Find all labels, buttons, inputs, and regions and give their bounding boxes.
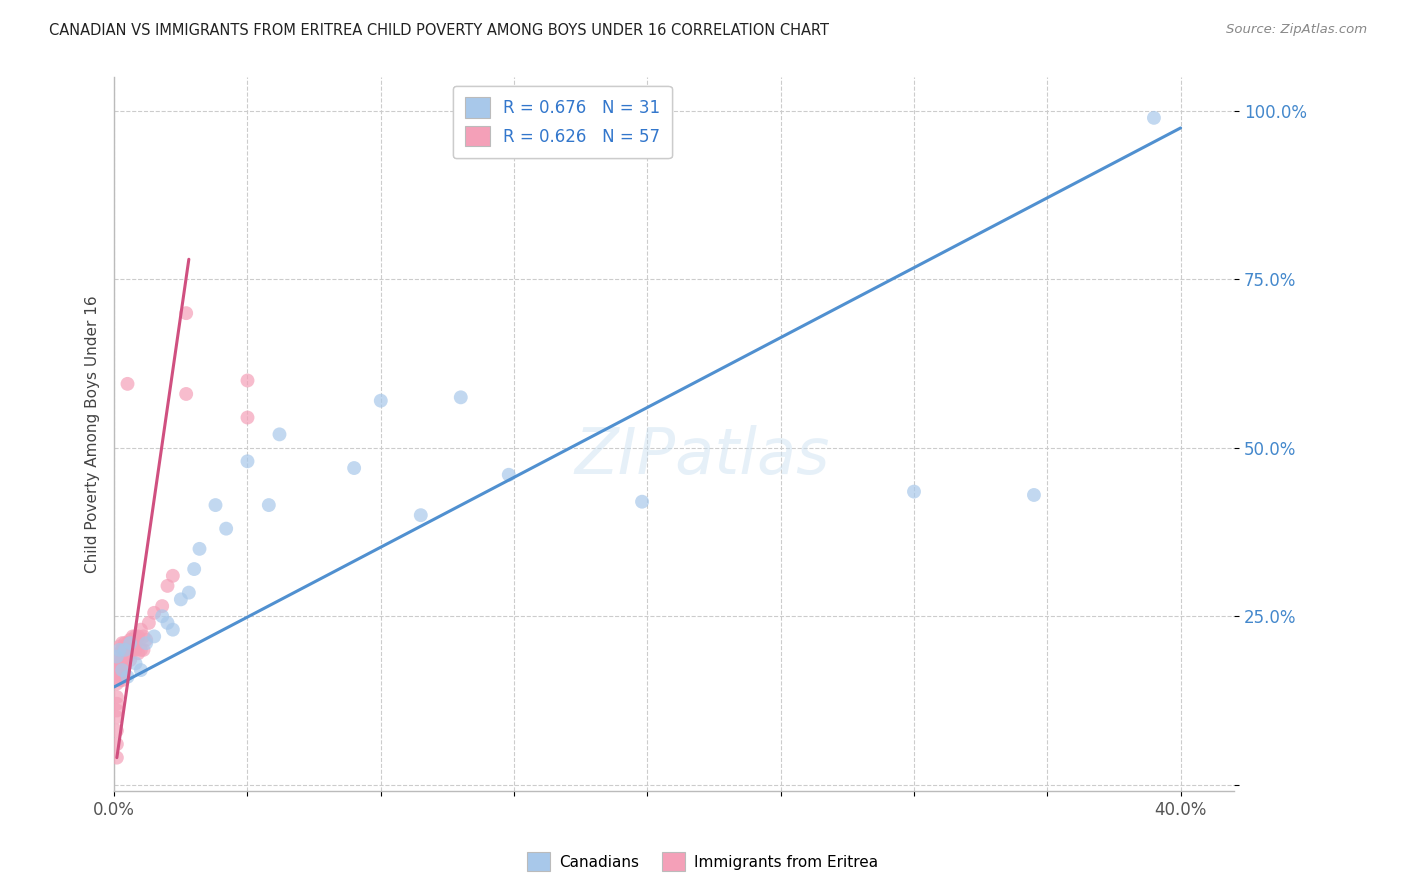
Point <box>127 629 149 643</box>
Point <box>117 643 139 657</box>
Point <box>236 410 259 425</box>
Text: ZIPatlas: ZIPatlas <box>575 425 830 487</box>
Point <box>150 609 173 624</box>
Point <box>124 636 146 650</box>
Point <box>343 461 366 475</box>
Point <box>127 646 149 660</box>
Point <box>111 673 134 688</box>
Point <box>188 541 211 556</box>
Point <box>204 498 226 512</box>
Point <box>257 498 280 512</box>
Point <box>108 653 131 667</box>
Point <box>114 649 136 664</box>
Point <box>105 663 128 677</box>
Legend: R = 0.676   N = 31, R = 0.626   N = 57: R = 0.676 N = 31, R = 0.626 N = 57 <box>453 86 672 158</box>
Point <box>120 643 142 657</box>
Text: CANADIAN VS IMMIGRANTS FROM ERITREA CHILD POVERTY AMONG BOYS UNDER 16 CORRELATIO: CANADIAN VS IMMIGRANTS FROM ERITREA CHIL… <box>49 23 830 38</box>
Point <box>111 666 134 681</box>
Point <box>108 659 131 673</box>
Point <box>105 676 128 690</box>
Point <box>156 579 179 593</box>
Point <box>236 374 259 388</box>
Point <box>124 629 146 643</box>
Point <box>117 649 139 664</box>
Point <box>108 643 131 657</box>
Point <box>117 670 139 684</box>
Point <box>269 427 291 442</box>
Point <box>111 643 134 657</box>
Point <box>1143 111 1166 125</box>
Point <box>108 640 131 654</box>
Point <box>111 636 134 650</box>
Point <box>162 569 184 583</box>
Point <box>129 623 152 637</box>
Point <box>120 632 142 647</box>
Point <box>450 390 472 404</box>
Point <box>138 615 160 630</box>
Point <box>370 393 392 408</box>
Point <box>170 592 193 607</box>
Point <box>150 599 173 613</box>
Point <box>132 629 155 643</box>
Point <box>121 629 143 643</box>
Point <box>156 615 179 630</box>
Point <box>124 643 146 657</box>
Point <box>903 484 925 499</box>
Point <box>111 659 134 673</box>
Legend: Canadians, Immigrants from Eritrea: Canadians, Immigrants from Eritrea <box>522 847 884 877</box>
Point <box>105 723 128 738</box>
Point <box>631 494 654 508</box>
Point <box>121 636 143 650</box>
Point <box>105 704 128 718</box>
Point <box>105 657 128 671</box>
Point <box>111 663 134 677</box>
Point <box>114 636 136 650</box>
Point <box>108 673 131 688</box>
Point <box>135 632 157 647</box>
Point <box>121 643 143 657</box>
Point <box>183 562 205 576</box>
Point <box>114 643 136 657</box>
Text: Source: ZipAtlas.com: Source: ZipAtlas.com <box>1226 23 1367 37</box>
Point <box>105 710 128 724</box>
Point <box>129 663 152 677</box>
Point <box>409 508 432 523</box>
Point <box>132 643 155 657</box>
Point <box>143 629 166 643</box>
Point <box>105 750 128 764</box>
Point <box>498 467 520 482</box>
Point <box>120 636 142 650</box>
Point <box>111 653 134 667</box>
Point <box>105 690 128 704</box>
Point <box>174 306 197 320</box>
Point <box>177 585 200 599</box>
Point <box>124 657 146 671</box>
Point <box>174 387 197 401</box>
Point <box>1022 488 1045 502</box>
Point <box>117 636 139 650</box>
Point <box>120 640 142 654</box>
Point <box>215 522 238 536</box>
Point <box>105 697 128 711</box>
Point <box>117 376 139 391</box>
Point <box>108 666 131 681</box>
Point <box>129 643 152 657</box>
Point <box>120 653 142 667</box>
Point <box>143 606 166 620</box>
Point <box>105 666 128 681</box>
Point <box>114 643 136 657</box>
Point <box>236 454 259 468</box>
Y-axis label: Child Poverty Among Boys Under 16: Child Poverty Among Boys Under 16 <box>86 295 100 574</box>
Point <box>105 737 128 751</box>
Point <box>108 646 131 660</box>
Point <box>114 659 136 673</box>
Point <box>135 636 157 650</box>
Point <box>162 623 184 637</box>
Point <box>105 649 128 664</box>
